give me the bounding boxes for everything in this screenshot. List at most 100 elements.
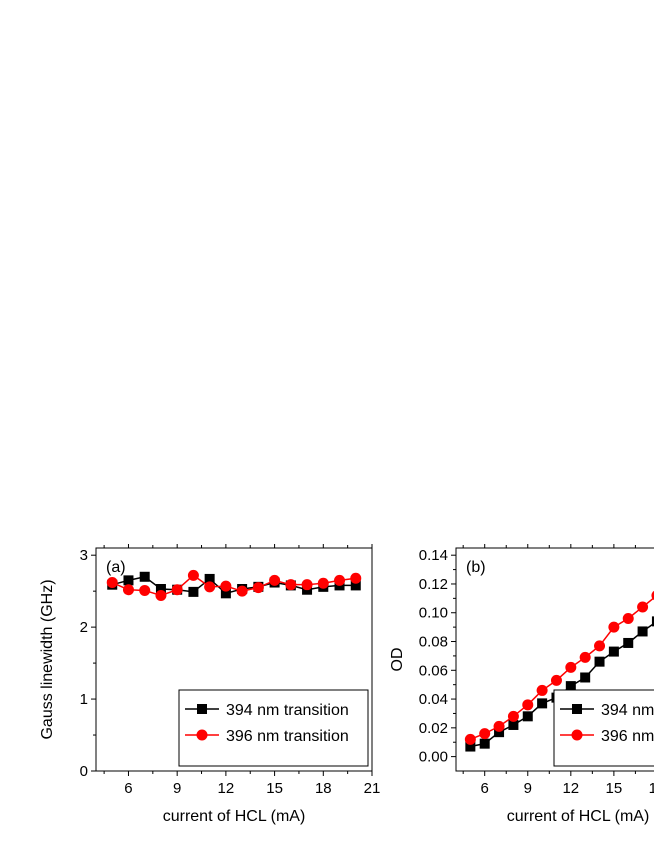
data-point-circle [464, 733, 476, 745]
legend: 394 nm transition 396 nm transition [553, 689, 654, 767]
data-point-square [637, 626, 648, 637]
y-tick-label: 0 [80, 763, 88, 780]
y-tick-label: 3 [80, 547, 88, 564]
data-point-circle [187, 569, 199, 581]
y-axis-label: OD [389, 648, 406, 672]
data-point-circle [220, 580, 232, 592]
y-tick-label: 0.00 [419, 749, 448, 766]
y-tick-label: 0.14 [419, 547, 448, 564]
legend-marker-square [572, 704, 582, 714]
series-396nm [464, 590, 654, 745]
x-tick-label: 12 [562, 780, 579, 797]
data-point-square [188, 586, 199, 597]
data-point-square [565, 681, 576, 692]
data-point-circle [565, 661, 577, 673]
series-line [111, 574, 356, 597]
x-tick-label: 9 [524, 780, 532, 797]
data-point-circle [579, 651, 591, 663]
legend: 394 nm transition 396 nm transition [178, 689, 369, 767]
series-396nm [106, 569, 362, 601]
data-point-circle [122, 584, 134, 596]
data-point-circle [608, 621, 620, 633]
data-point-circle [285, 579, 297, 591]
y-tick-label: 1 [80, 691, 88, 708]
data-point-square [522, 711, 533, 722]
data-point-circle [139, 584, 151, 596]
data-point-square [594, 656, 605, 667]
legend-label: 394 nm transition [601, 702, 654, 719]
data-point-square [220, 588, 231, 599]
y-tick-label: 0.02 [419, 720, 448, 737]
data-point-circle [350, 572, 362, 584]
data-point-circle [171, 584, 183, 596]
data-point-circle [550, 674, 562, 686]
data-point-circle [236, 585, 248, 597]
data-point-square [465, 741, 476, 752]
data-point-circle [317, 577, 329, 589]
x-tick-label: 15 [606, 780, 623, 797]
data-point-circle [637, 601, 649, 613]
data-point-square [139, 571, 150, 582]
data-point-square [508, 719, 519, 730]
data-point-square [155, 584, 166, 595]
data-point-square [537, 698, 548, 709]
panel-label: (b) [466, 559, 486, 576]
y-tick-label: 0.12 [419, 576, 448, 593]
data-point-circle [522, 699, 534, 711]
y-tick-label: 0.08 [419, 634, 448, 651]
data-point-circle [507, 710, 519, 722]
x-tick-label: 6 [124, 780, 132, 797]
data-point-square [494, 727, 505, 738]
series-line [470, 622, 654, 748]
legend-label: 396 nm transition [601, 728, 654, 745]
data-point-square [204, 573, 215, 584]
data-point-circle [252, 582, 264, 594]
panel-label: (a) [106, 559, 126, 576]
legend-box [178, 689, 369, 767]
plot-frame [455, 547, 654, 772]
data-point-circle [622, 612, 634, 624]
plot-frame [95, 547, 373, 772]
data-point-circle [269, 574, 281, 586]
data-point-square [123, 575, 134, 586]
series-line [470, 596, 654, 741]
chart-panel-b: 69121518210.000.020.040.060.080.100.120.… [389, 544, 654, 825]
data-point-circle [651, 590, 654, 601]
data-point-circle [594, 640, 606, 652]
data-point-circle [536, 684, 548, 696]
data-point-circle [493, 720, 505, 732]
x-tick-label: 18 [649, 780, 654, 797]
y-tick-label: 0.10 [419, 605, 448, 622]
data-point-circle [479, 728, 491, 740]
x-tick-label: 6 [481, 780, 489, 797]
data-point-circle [155, 589, 167, 601]
x-axis-label: current of HCL (mA) [507, 808, 650, 825]
series-394nm [465, 616, 654, 752]
x-tick-label: 18 [315, 780, 332, 797]
legend-label: 396 nm transition [226, 728, 349, 745]
data-point-square [350, 580, 361, 591]
legend-box [553, 689, 654, 767]
y-axis-label: Gauss linewidth (GHz) [39, 579, 56, 739]
data-point-square [479, 738, 490, 749]
legend-marker-circle [196, 729, 208, 741]
data-point-circle [204, 581, 216, 593]
x-tick-label: 15 [266, 780, 283, 797]
data-point-square [623, 637, 634, 648]
x-tick-label: 21 [364, 780, 381, 797]
legend-marker-square [197, 704, 207, 714]
legend-label: 394 nm transition [226, 702, 349, 719]
legend-marker-circle [571, 729, 583, 741]
x-axis-label: current of HCL (mA) [163, 808, 306, 825]
data-point-circle [334, 574, 346, 586]
y-tick-label: 2 [80, 619, 88, 636]
y-tick-label: 0.06 [419, 662, 448, 679]
data-point-circle [301, 579, 313, 591]
data-point-square [651, 616, 654, 627]
data-point-square [580, 672, 591, 683]
x-tick-label: 9 [173, 780, 181, 797]
series-line [112, 575, 356, 595]
